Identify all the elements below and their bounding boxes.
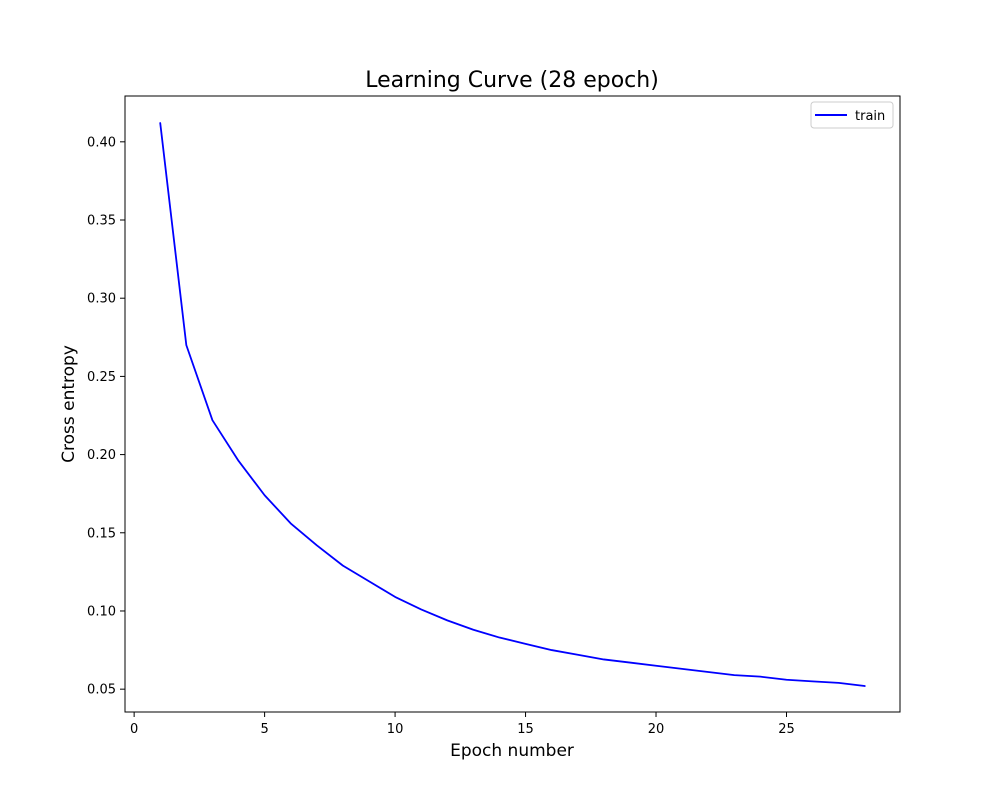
series-layer <box>159 122 866 687</box>
x-tick-label: 20 <box>648 722 665 737</box>
y-tick-label: 0.30 <box>87 292 116 307</box>
legend: train <box>810 101 894 129</box>
plot-area <box>124 95 901 713</box>
y-axis: 0.05 0.10 0.15 0.20 0.25 0.30 0.35 0.40 <box>87 135 125 698</box>
series-line-train <box>159 122 866 687</box>
y-tick-label: 0.20 <box>87 448 116 463</box>
x-tick-label: 15 <box>517 722 534 737</box>
legend-label-train: train <box>855 109 885 124</box>
y-tick-label: 0.15 <box>87 526 116 541</box>
x-tick-label: 0 <box>130 722 138 737</box>
legend-box <box>810 101 894 129</box>
y-tick-label: 0.40 <box>87 135 116 150</box>
y-tick-label: 0.35 <box>87 214 116 229</box>
chart-title: Learning Curve (28 epoch) <box>365 68 659 93</box>
y-axis-label: Cross entropy <box>59 345 79 463</box>
y-tick-label: 0.10 <box>87 604 116 619</box>
axes-frame <box>124 95 901 713</box>
x-tick-label: 25 <box>778 722 795 737</box>
y-tick-label: 0.05 <box>87 683 116 698</box>
x-tick-label: 5 <box>260 722 268 737</box>
y-tick-label: 0.25 <box>87 370 116 385</box>
x-axis: 0 5 10 15 20 25 <box>130 712 795 737</box>
x-tick-label: 10 <box>387 722 404 737</box>
x-axis-label: Epoch number <box>450 741 574 761</box>
